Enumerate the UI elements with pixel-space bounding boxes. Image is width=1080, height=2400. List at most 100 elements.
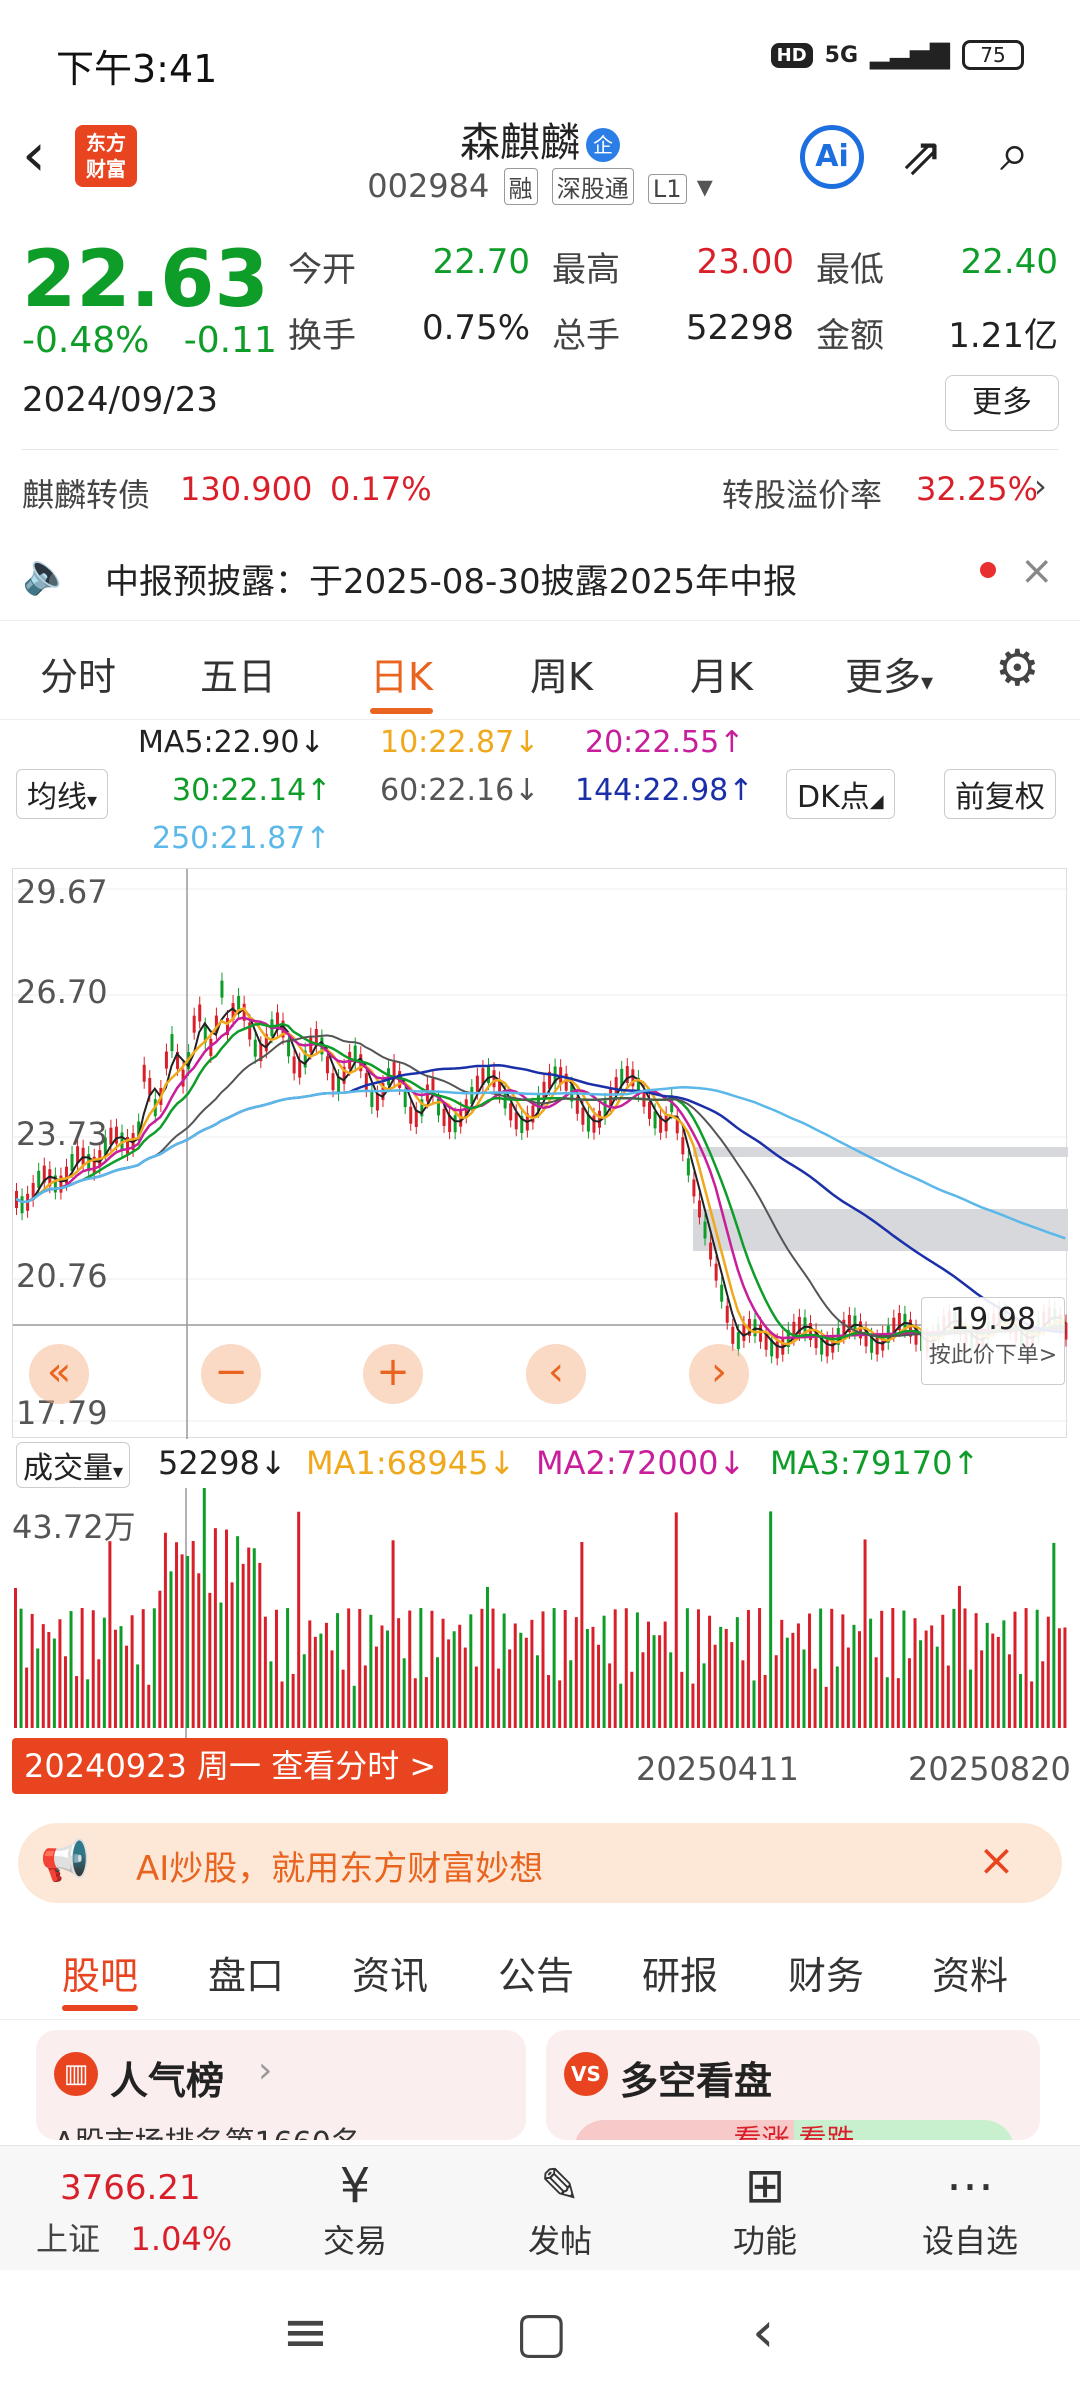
tab-five-day[interactable]: 五日: [200, 655, 277, 699]
price-order-tooltip[interactable]: 19.98 按此价下单>: [921, 1297, 1065, 1385]
ma-selector[interactable]: 均线▾: [16, 769, 109, 819]
tab-profile[interactable]: 资料: [932, 1954, 1009, 1998]
zoom-in-button[interactable]: +: [363, 1344, 423, 1404]
volume-bar: [619, 1683, 623, 1728]
volume-bar: [175, 1542, 179, 1728]
add-watchlist-button[interactable]: ⋯ 设自选: [895, 2156, 1045, 2262]
volume-bar: [341, 1669, 345, 1728]
volume-bar: [802, 1649, 806, 1728]
volume-bar: [835, 1666, 839, 1728]
tab-news[interactable]: 资讯: [352, 1954, 429, 1998]
index-widget[interactable]: 3766.21 上证 1.04%: [36, 2168, 236, 2260]
volume-bar: [14, 1588, 17, 1728]
notice-bar[interactable]: 🔈 中报预披露：于2025-08-30披露2025年中报 ×: [0, 540, 1080, 620]
volume-bar: [297, 1511, 301, 1728]
view-intraday-button[interactable]: 20240923 周一 查看分时 >: [12, 1738, 449, 1794]
volume-bar: [252, 1548, 256, 1728]
volume-bar: [796, 1623, 800, 1728]
tab-orderbook[interactable]: 盘口: [208, 1954, 285, 1998]
candle-body: [598, 1110, 602, 1128]
more-quote-button[interactable]: 更多: [945, 375, 1059, 431]
chevron-right-icon: ›: [258, 2050, 273, 2091]
ma20: 20:22.55↑: [585, 725, 745, 760]
volume-bar: [552, 1608, 556, 1728]
candle-body: [53, 1175, 57, 1193]
ai-ad-banner[interactable]: 📢 AI炒股，就用东方财富妙想 ×: [18, 1823, 1062, 1903]
popularity-card[interactable]: ▥ 人气榜 › A股市场排名第1660名: [36, 2030, 526, 2140]
tag-level: L1: [647, 174, 687, 204]
ma250: 250:21.87↑: [152, 821, 331, 856]
close-icon[interactable]: ×: [1020, 548, 1054, 594]
tab-more[interactable]: 更多▾: [845, 655, 934, 699]
home-icon[interactable]: ▢: [515, 2300, 568, 2365]
candle-body: [820, 1337, 824, 1355]
app-logo[interactable]: 东方 财富: [75, 125, 137, 187]
volume-bar: [580, 1542, 584, 1728]
cursor-price: 19.98: [950, 1302, 1036, 1337]
volume-bar: [97, 1659, 101, 1728]
volume-bar: [841, 1614, 845, 1728]
tab-finance[interactable]: 财务: [788, 1954, 865, 1998]
gear-icon[interactable]: ⚙: [995, 639, 1040, 697]
convertible-bond-row[interactable]: 麒麟转债 130.900 0.17% 转股溢价率 32.25% ›: [0, 455, 1080, 525]
scroll-left-button[interactable]: ‹: [526, 1344, 586, 1404]
candle-body: [170, 1034, 174, 1052]
stock-code-line[interactable]: 002984 融 深股通 L1 ▾: [0, 167, 1080, 205]
scroll-right-button[interactable]: ›: [689, 1344, 749, 1404]
volume-bar: [974, 1613, 978, 1728]
adjust-selector[interactable]: 前复权: [944, 769, 1056, 819]
grid-icon: ⊞: [744, 2158, 786, 2214]
tab-announcements[interactable]: 公告: [498, 1954, 575, 1998]
menu-icon[interactable]: ≡: [282, 2300, 329, 2365]
candle-body: [353, 1045, 357, 1063]
candle-body: [431, 1078, 435, 1096]
volume-bar: [19, 1608, 23, 1728]
volume-bar: [324, 1622, 328, 1728]
candle-body: [792, 1321, 796, 1339]
search-icon[interactable]: ⌕: [1000, 123, 1030, 183]
zoom-out-button[interactable]: −: [201, 1344, 261, 1404]
y-tick-2: 26.70: [16, 973, 108, 1011]
volume-bar: [52, 1638, 56, 1728]
candle-body: [514, 1112, 518, 1130]
candle-body: [692, 1179, 696, 1197]
functions-button[interactable]: ⊞ 功能: [690, 2156, 840, 2262]
tab-research[interactable]: 研报: [642, 1954, 719, 1998]
candle-body: [203, 1025, 207, 1043]
vote-bar[interactable]: 看涨 看跌: [574, 2120, 1014, 2140]
high-value: 23.00: [696, 242, 794, 282]
volume-bar: [941, 1614, 945, 1728]
tab-weekly-k[interactable]: 周K: [530, 655, 593, 699]
back-icon[interactable]: ‹: [22, 120, 46, 190]
volume-bar: [58, 1619, 62, 1728]
close-icon[interactable]: ×: [978, 1835, 1015, 1886]
date-axis: 20240923 周一 查看分时 > 20250411 20250820: [0, 1738, 1080, 1798]
post-button[interactable]: ✎ 发帖: [485, 2156, 635, 2262]
share-icon[interactable]: ⇗: [900, 127, 944, 187]
tab-daily-k[interactable]: 日K: [370, 646, 433, 714]
high-label: 最高: [552, 250, 620, 290]
volume-bar: [497, 1668, 501, 1728]
tab-forum[interactable]: 股吧: [62, 1945, 139, 2011]
volume-bar: [558, 1680, 562, 1728]
scroll-start-button[interactable]: «: [29, 1344, 89, 1404]
tab-monthly-k[interactable]: 月K: [690, 655, 753, 699]
volume-bar: [163, 1532, 167, 1728]
volume-bar: [547, 1675, 551, 1728]
tab-intraday[interactable]: 分时: [40, 655, 117, 699]
volume-bar: [530, 1619, 534, 1728]
ma5: MA5:22.90↓: [138, 725, 325, 760]
candle-body: [70, 1153, 74, 1171]
back-nav-icon[interactable]: ‹: [752, 2300, 775, 2365]
kline-chart[interactable]: 29.67 26.70 23.73 20.76 17.79 19.98 按此价下…: [12, 868, 1068, 1439]
volume-bar: [1046, 1616, 1050, 1728]
trade-button[interactable]: ¥ 交易: [280, 2156, 430, 2262]
long-short-card[interactable]: VS 多空看盘 看涨 看跌: [546, 2030, 1040, 2140]
volume-bar: [1007, 1654, 1011, 1728]
candle-body: [292, 1056, 296, 1074]
ai-button[interactable]: Ai: [800, 125, 864, 189]
dk-selector[interactable]: DK点◢: [786, 769, 895, 819]
ma10: 10:22.87↓: [380, 725, 540, 760]
volume-selector[interactable]: 成交量▾: [16, 1442, 131, 1488]
volume-chart[interactable]: [12, 1438, 1067, 1738]
